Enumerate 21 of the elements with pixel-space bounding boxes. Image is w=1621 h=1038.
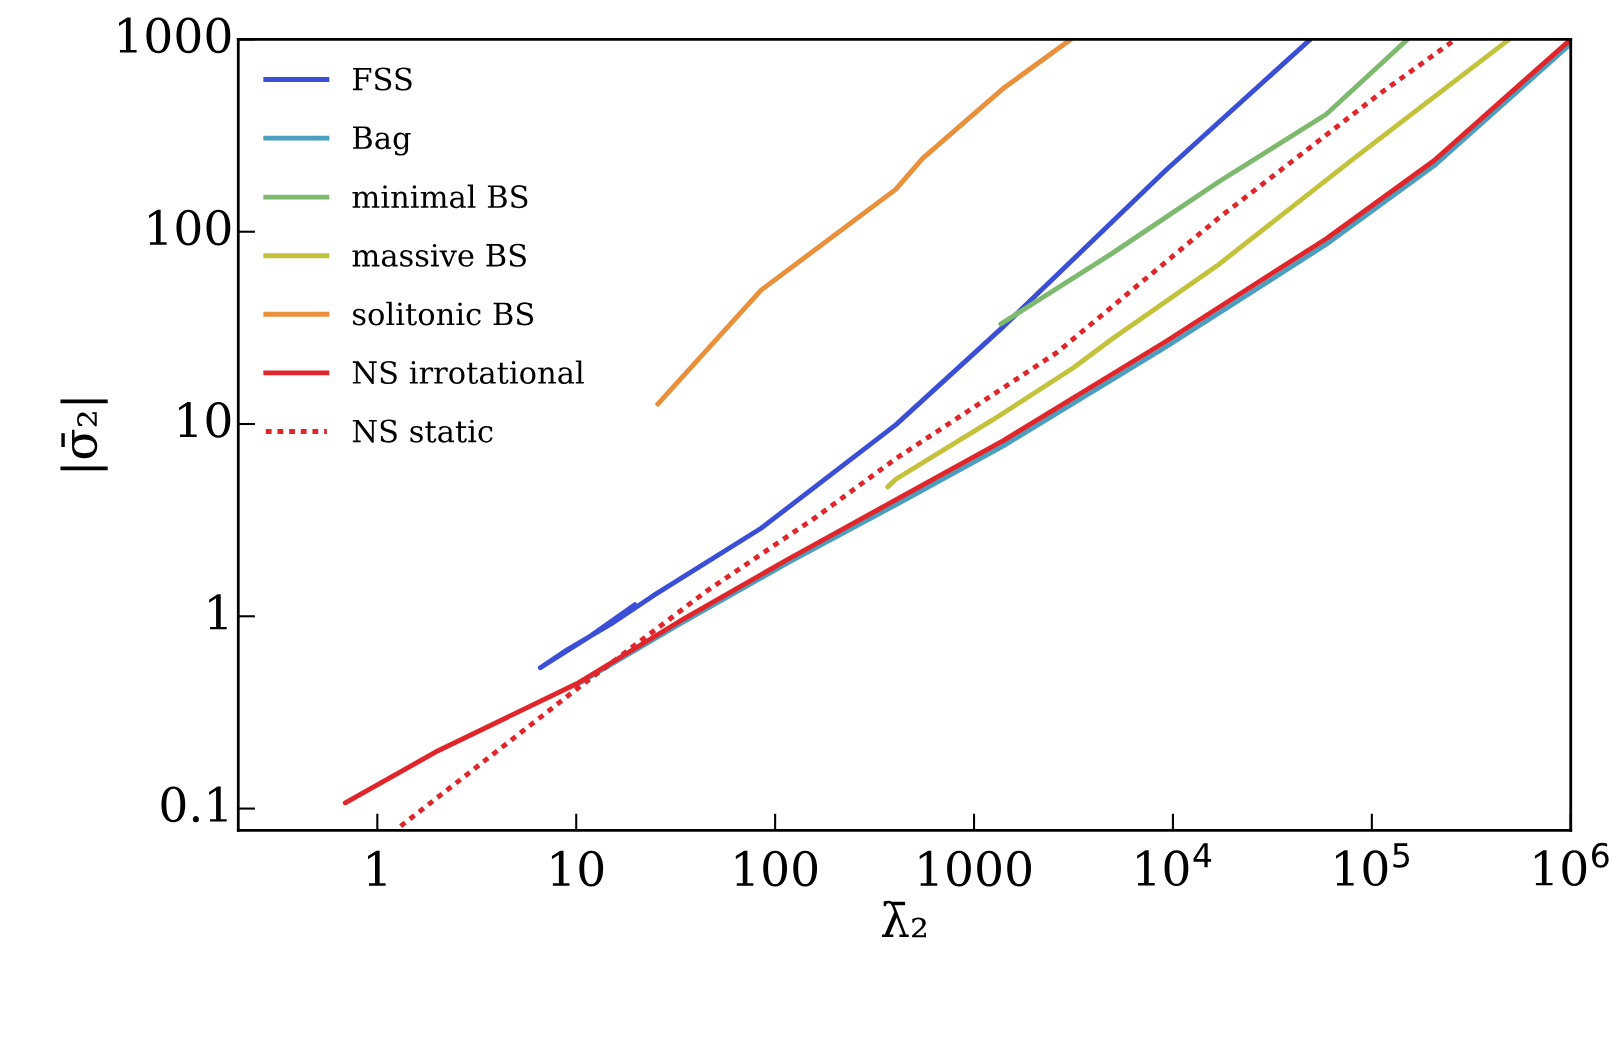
x-tick-label: 10$^{4}$ bbox=[1137, 843, 1212, 887]
y-axis-title: |σ̄₂| bbox=[60, 399, 108, 471]
x-tick-label: 10$^{6}$ bbox=[1534, 842, 1609, 887]
x-tick-label: 10$^{5}$ bbox=[1336, 843, 1409, 887]
legend-label: minimal BS bbox=[352, 184, 528, 209]
legend-label: FSS bbox=[353, 67, 412, 91]
x-tick-label: 1000 bbox=[919, 850, 1031, 887]
legend-label: solitonic BS bbox=[353, 301, 534, 326]
y-tick-label: 100 bbox=[149, 209, 231, 246]
y-tick-label: 10 bbox=[179, 401, 231, 438]
legend-label: NS static bbox=[352, 419, 493, 443]
y-tick-label: 1 bbox=[209, 594, 227, 630]
y-tick-label: 1000 bbox=[119, 17, 231, 54]
x-axis-title: λ̄₂ bbox=[882, 900, 926, 938]
legend-label: massive BS bbox=[352, 243, 526, 267]
legend-label: NS irrotational bbox=[352, 360, 584, 385]
legend-label: Bag bbox=[353, 126, 411, 156]
x-tick-label: 1 bbox=[368, 850, 386, 886]
y-tick-label: 0.1 bbox=[161, 786, 227, 823]
x-tick-label: 100 bbox=[735, 850, 818, 887]
x-tick-label: 10 bbox=[551, 850, 604, 887]
